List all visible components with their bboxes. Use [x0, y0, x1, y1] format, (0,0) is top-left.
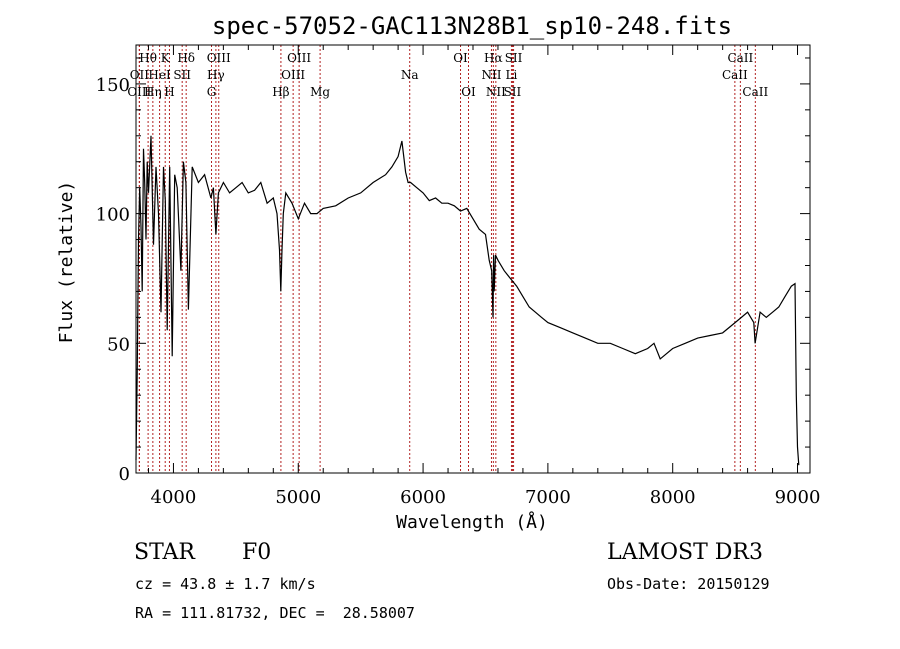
- chart-title: spec-57052-GAC113N28B1_sp10-248.fits: [212, 12, 732, 40]
- x-tick-label: 4000: [151, 487, 197, 508]
- spectral-line-label: CaII: [727, 51, 753, 65]
- y-tick-label: 150: [96, 75, 130, 96]
- spectral-line-label: NII: [481, 68, 501, 82]
- spectral-line-label: Hη: [144, 85, 162, 99]
- spectral-line-label: OI: [461, 85, 476, 99]
- spectral-subclass: F0: [242, 540, 272, 565]
- spectral-line-label: OIII: [207, 51, 231, 65]
- y-tick-label: 100: [96, 205, 130, 226]
- y-axis-label: Flux (relative): [56, 181, 77, 344]
- spectral-line-label: K: [161, 51, 171, 65]
- observation-date: Obs-Date: 20150129: [607, 575, 770, 593]
- spectral-line-label: Mg: [310, 85, 330, 99]
- spectral-line-label: G: [207, 85, 217, 99]
- spectral-line-label: Hγ: [207, 68, 225, 82]
- spectral-line-label: SII: [504, 85, 522, 99]
- spectral-line-label: Hδ: [177, 51, 195, 65]
- spectral-line-label: OIII: [281, 68, 305, 82]
- x-axis-label: Wavelength (Å): [396, 511, 548, 533]
- spectral-line-label: Hβ: [272, 85, 289, 99]
- y-tick-label: 0: [119, 464, 130, 485]
- coordinates: RA = 111.81732, DEC = 28.58007: [135, 604, 415, 622]
- spectral-line-markers: [138, 45, 756, 473]
- spectral-line-label: Na: [401, 68, 419, 82]
- x-tick-label: 9000: [775, 487, 821, 508]
- x-tick-label: 8000: [650, 487, 696, 508]
- redshift-velocity: cz = 43.8 ± 1.7 km/s: [135, 575, 316, 593]
- spectral-line-label: Li: [506, 68, 518, 82]
- spectral-line-label: OI: [453, 51, 468, 65]
- spectrum-line: [135, 135, 800, 466]
- spectral-line-label: SII: [173, 68, 191, 82]
- x-tick-label: 6000: [400, 487, 446, 508]
- spectral-line-label: OIII: [287, 51, 311, 65]
- y-tick-label: 50: [107, 334, 130, 355]
- spectral-line-label: OII: [130, 68, 150, 82]
- survey-name: LAMOST DR3: [607, 540, 763, 565]
- x-axis: 4000 5000 6000 7000 8000 9000: [147, 45, 821, 508]
- x-tick-label: 7000: [525, 487, 571, 508]
- spectral-line-label: NII: [486, 85, 506, 99]
- object-class: STAR: [134, 540, 195, 565]
- spectral-line-label: Hα: [484, 51, 503, 65]
- spectral-line-label: HeI: [148, 68, 171, 82]
- plot-frame: [135, 44, 811, 474]
- spectral-line-label: Hθ: [139, 51, 157, 65]
- spectral-line-label: CaII: [742, 85, 768, 99]
- spectral-line-label: SII: [505, 51, 523, 65]
- spectral-line-label: CaII: [722, 68, 748, 82]
- spectral-line-label: OIII: [127, 85, 151, 99]
- y-axis: 0 50 100 150: [96, 57, 810, 485]
- spectral-line-label: H: [164, 85, 174, 99]
- x-tick-label: 5000: [275, 487, 321, 508]
